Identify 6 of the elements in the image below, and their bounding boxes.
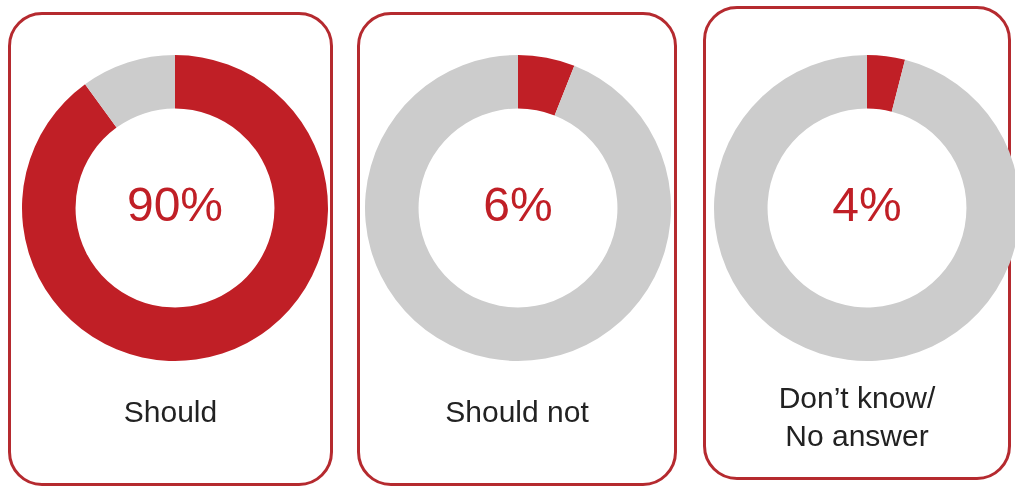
text: Should not	[444, 394, 590, 430]
text: Should	[122, 394, 219, 430]
data-label: 6%	[483, 178, 553, 232]
data-label: 4%	[832, 178, 902, 232]
text: Don’t know/ No answer	[777, 380, 937, 454]
data-label: 90%	[126, 178, 224, 232]
